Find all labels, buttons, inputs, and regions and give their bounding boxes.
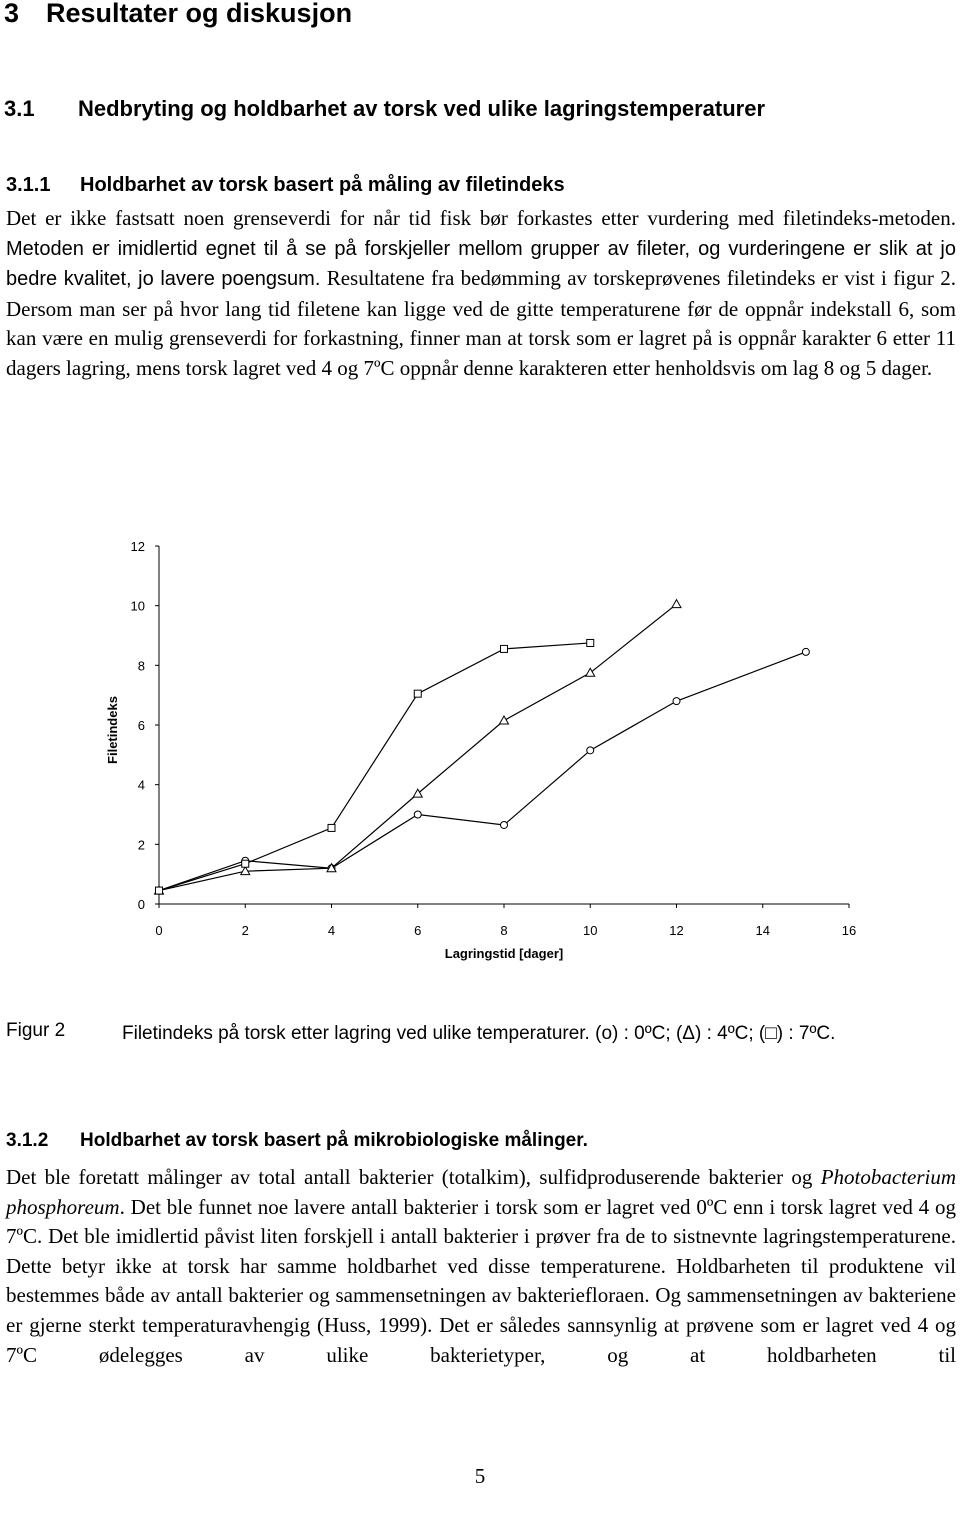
- x-tick-label: 2: [242, 923, 249, 938]
- x-tick-label: 0: [155, 923, 162, 938]
- marker: [412, 788, 424, 798]
- text: Metoden er imidlertid egnet til å se på …: [6, 237, 956, 291]
- page-number: 5: [474, 1464, 486, 1488]
- marker: [155, 886, 163, 895]
- marker: [498, 715, 510, 725]
- subsection-number: 3.1.1: [6, 174, 51, 196]
- section-number: 3.1: [4, 96, 35, 121]
- marker: [672, 697, 681, 706]
- subsection-number: 3.1.2: [6, 1130, 49, 1151]
- y-tick-label: 2: [138, 837, 145, 852]
- caption-label: Figur 2: [6, 1020, 66, 1041]
- subsection-heading: 3.1.1 Holdbarhet av torsk basert på målin…: [6, 174, 565, 197]
- series-line: [158, 651, 807, 892]
- marker: [500, 644, 508, 653]
- section-heading: 3.1 Nedbryting og holdbarhet av torsk ved…: [4, 96, 765, 122]
- y-tick-label: 10: [131, 599, 145, 614]
- subsection-heading: 3.1.2 Holdbarhet av torsk basert på mikro…: [6, 1130, 588, 1152]
- marker: [327, 823, 336, 832]
- caption-text: Filetindeks på torsk etter lagring ved u…: [122, 1023, 836, 1044]
- paragraph: Det er ikke fastsatt noen grenseverdi fo…: [6, 204, 956, 384]
- text: Photobacterium phosphoreum: [6, 1165, 956, 1219]
- text: Det er ikke fastsatt noen grenseverdi fo…: [6, 206, 956, 230]
- y-tick-label: 4: [138, 778, 145, 793]
- heading: 3 Resultater og diskusjon: [4, 0, 352, 29]
- x-tick-label: 10: [583, 923, 597, 938]
- subsection-title: Holdbarhet av torsk basert på måling av …: [80, 174, 565, 196]
- marker: [413, 689, 422, 698]
- heading-number: 3: [4, 0, 20, 28]
- y-tick-label: 8: [138, 658, 145, 673]
- marker: [801, 647, 810, 656]
- marker: [326, 862, 337, 873]
- marker: [586, 746, 595, 755]
- chart: Filetindeks Lagringstid [dager] 0 2 4 6 8 10 1…: [105, 539, 856, 961]
- paragraph: Det ble foretatt målinger av total antal…: [6, 1163, 956, 1370]
- x-tick-label: 6: [414, 923, 421, 938]
- heading-title: Resultater og diskusjon: [46, 0, 353, 28]
- marker: [586, 638, 595, 647]
- marker: [671, 598, 682, 609]
- marker: [584, 667, 596, 677]
- marker: [241, 859, 250, 868]
- x-tick-label: 14: [756, 923, 770, 938]
- text: . Det ble funnet noe lavere antall bakte…: [6, 1194, 956, 1367]
- x-tick-label: 16: [842, 923, 856, 938]
- x-tick-label: 8: [500, 923, 507, 938]
- y-tick-label: 12: [131, 539, 145, 554]
- marker: [413, 810, 422, 819]
- y-tick-label: 6: [138, 718, 145, 733]
- y-axis-label: Filetindeks: [105, 696, 120, 764]
- series-line: [158, 642, 591, 892]
- subsection-title: Holdbarhet av torsk basert på mikrobiolo…: [80, 1130, 588, 1151]
- text: Resultatene fra bedømming av torskeprøve…: [6, 266, 956, 380]
- marker: [500, 820, 508, 829]
- x-tick-label: 12: [669, 923, 683, 938]
- y-tick-label: 0: [138, 897, 145, 912]
- marker: [239, 865, 251, 876]
- text: Det ble foretatt målinger av total antal…: [6, 1165, 821, 1189]
- series-line: [158, 603, 677, 892]
- x-axis-label: Lagringstid [dager]: [445, 946, 563, 961]
- x-tick-label: 4: [328, 923, 335, 938]
- section-title: Nedbryting og holdbarhet av torsk ved ul…: [78, 96, 766, 121]
